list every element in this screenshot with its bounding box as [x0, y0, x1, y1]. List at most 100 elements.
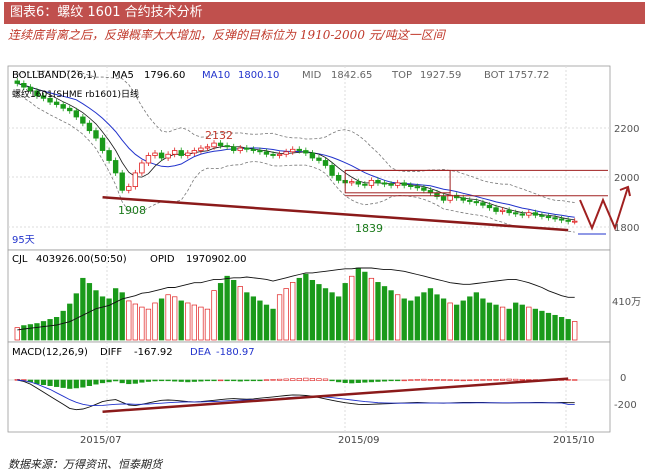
candle-body	[86, 122, 93, 132]
volume-bar	[434, 294, 440, 341]
candle-body	[60, 104, 66, 109]
macd-histogram-bar	[381, 379, 388, 382]
macd-histogram-bar	[47, 379, 53, 386]
candle-body	[506, 209, 512, 214]
volume-layer	[14, 267, 578, 341]
macd-histogram-bar	[493, 379, 499, 381]
macd-histogram-bar	[486, 379, 493, 381]
candle-body	[532, 212, 539, 216]
volume-bar	[329, 292, 335, 341]
volume-bar	[191, 304, 197, 341]
candle-body	[303, 150, 309, 154]
volume-bar	[126, 300, 132, 341]
diff-label: DIFF	[100, 347, 122, 358]
volume-bar	[106, 298, 112, 341]
volume-bar	[27, 324, 34, 341]
volume-bar	[73, 293, 79, 341]
candle-body	[40, 95, 47, 99]
macd-histogram-bar	[152, 379, 158, 382]
bot-label: BOT	[484, 70, 506, 81]
candle-body	[171, 150, 178, 155]
ma5-label: MA5	[112, 70, 134, 81]
macd-layer	[8, 377, 610, 413]
candle-body	[388, 183, 394, 186]
candle-body	[309, 152, 316, 159]
mid-label: MID	[302, 70, 322, 81]
macd-histogram-bar	[93, 379, 99, 385]
volume-bar	[93, 290, 99, 341]
volume-bar	[34, 323, 40, 341]
candle-body	[21, 83, 27, 88]
volume-bar	[545, 312, 552, 341]
volume-bar	[132, 303, 138, 341]
volume-bar	[60, 310, 66, 341]
volume-bar	[506, 308, 512, 341]
candle-body	[152, 152, 158, 156]
candle-body	[453, 194, 460, 199]
price-tick-1800: 1800	[614, 223, 639, 234]
macd-histogram-bar	[244, 379, 250, 382]
volume-bar	[460, 300, 466, 341]
macd-histogram-bar	[368, 379, 375, 383]
macd-histogram-bar	[211, 379, 217, 382]
macd-histogram-bar	[296, 378, 302, 381]
macd-histogram-bar	[165, 379, 171, 382]
volume-bar	[276, 294, 283, 341]
volume-bar	[257, 300, 263, 341]
candle-body	[480, 202, 486, 206]
volume-bar	[172, 296, 178, 341]
macd-histogram-bar	[342, 379, 348, 383]
volume-bar	[513, 302, 519, 341]
volume-bar	[139, 306, 145, 341]
candle-body	[355, 181, 361, 185]
volume-bar	[53, 317, 60, 341]
projection-arrowhead	[619, 185, 631, 197]
candle-body	[211, 142, 217, 148]
candle-body	[362, 183, 368, 186]
volume-bar	[395, 294, 401, 341]
macd-histogram-bar	[290, 378, 296, 381]
volume-bar	[355, 267, 361, 341]
candle-body	[106, 150, 112, 161]
volume-bar	[99, 296, 106, 341]
volume-bar	[244, 292, 250, 341]
macd-histogram-bar	[60, 379, 66, 388]
volume-bar	[283, 288, 289, 341]
volume-bar	[526, 306, 532, 341]
volume-bar	[421, 292, 427, 341]
candle-body	[231, 146, 237, 151]
candle-body	[99, 137, 106, 151]
macd-histogram-bar	[113, 379, 119, 382]
ma10-line	[17, 82, 575, 218]
candle-body	[440, 196, 447, 201]
volume-bar	[349, 275, 355, 341]
macd-histogram-bar	[388, 379, 394, 382]
volume-bar	[447, 302, 453, 341]
candle-body	[237, 147, 243, 151]
candle-body	[276, 153, 283, 156]
volume-bar	[388, 290, 394, 341]
price-layer	[14, 70, 631, 235]
macd-histogram-bar	[447, 379, 453, 381]
candle-body	[47, 97, 53, 103]
candle-body	[119, 172, 125, 191]
data-source: 数据来源：万得资讯、恒泰期货	[8, 458, 162, 471]
macd-histogram-bar	[204, 379, 211, 382]
volume-bar	[408, 300, 414, 341]
macd-histogram-bar	[375, 379, 381, 382]
opid-value: 1970902.00	[186, 254, 246, 265]
macd-tick-neg200: -200	[614, 400, 637, 411]
macd-histogram-bar	[145, 379, 152, 382]
volume-bar	[270, 308, 276, 341]
low-1839-label: 1839	[355, 222, 383, 235]
candle-body	[93, 130, 99, 139]
volume-bar	[552, 314, 558, 341]
volume-bar	[237, 286, 243, 341]
candle-body	[519, 213, 525, 216]
volume-bar	[335, 296, 342, 341]
peak-2132-label: 2132	[205, 129, 233, 142]
macd-histogram-bar	[217, 379, 224, 382]
candle-body	[14, 80, 20, 84]
volume-bar	[473, 292, 479, 341]
macd-histogram-bar	[467, 379, 473, 381]
